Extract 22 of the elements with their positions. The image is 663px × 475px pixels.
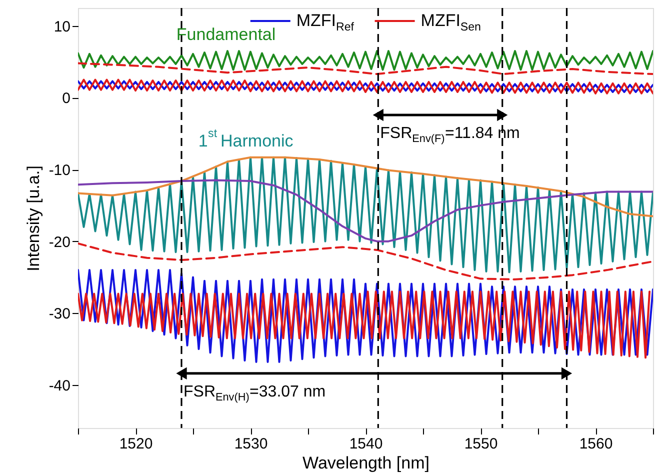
line-series: [78, 62, 653, 76]
series-label: Fundamental: [176, 25, 276, 44]
x-tick-label: 1560: [579, 436, 613, 452]
y-tick-label: -10: [48, 162, 70, 180]
line-series: [78, 156, 653, 274]
line-series: [78, 242, 653, 280]
y-tick-label: -40: [48, 377, 70, 394]
line-series: [78, 269, 653, 363]
line-series: [78, 290, 651, 359]
line-series: [78, 50, 653, 71]
y-tick-label: -20: [48, 234, 70, 251]
y-tick-label: -30: [48, 306, 70, 323]
x-tick-label: 1540: [349, 436, 383, 452]
line-series: [78, 179, 653, 242]
line-series: [78, 156, 653, 218]
x-tick-label: 1550: [464, 436, 498, 452]
x-tick-label: 1530: [234, 436, 268, 452]
y-tick-label: 10: [54, 18, 70, 36]
y-tick-label: 0: [62, 90, 70, 108]
x-tick-label: 1520: [119, 436, 153, 452]
x-axis-title: Wavelength [nm]: [302, 454, 430, 472]
y-axis-title: Intensity [u.a.]: [24, 166, 43, 272]
